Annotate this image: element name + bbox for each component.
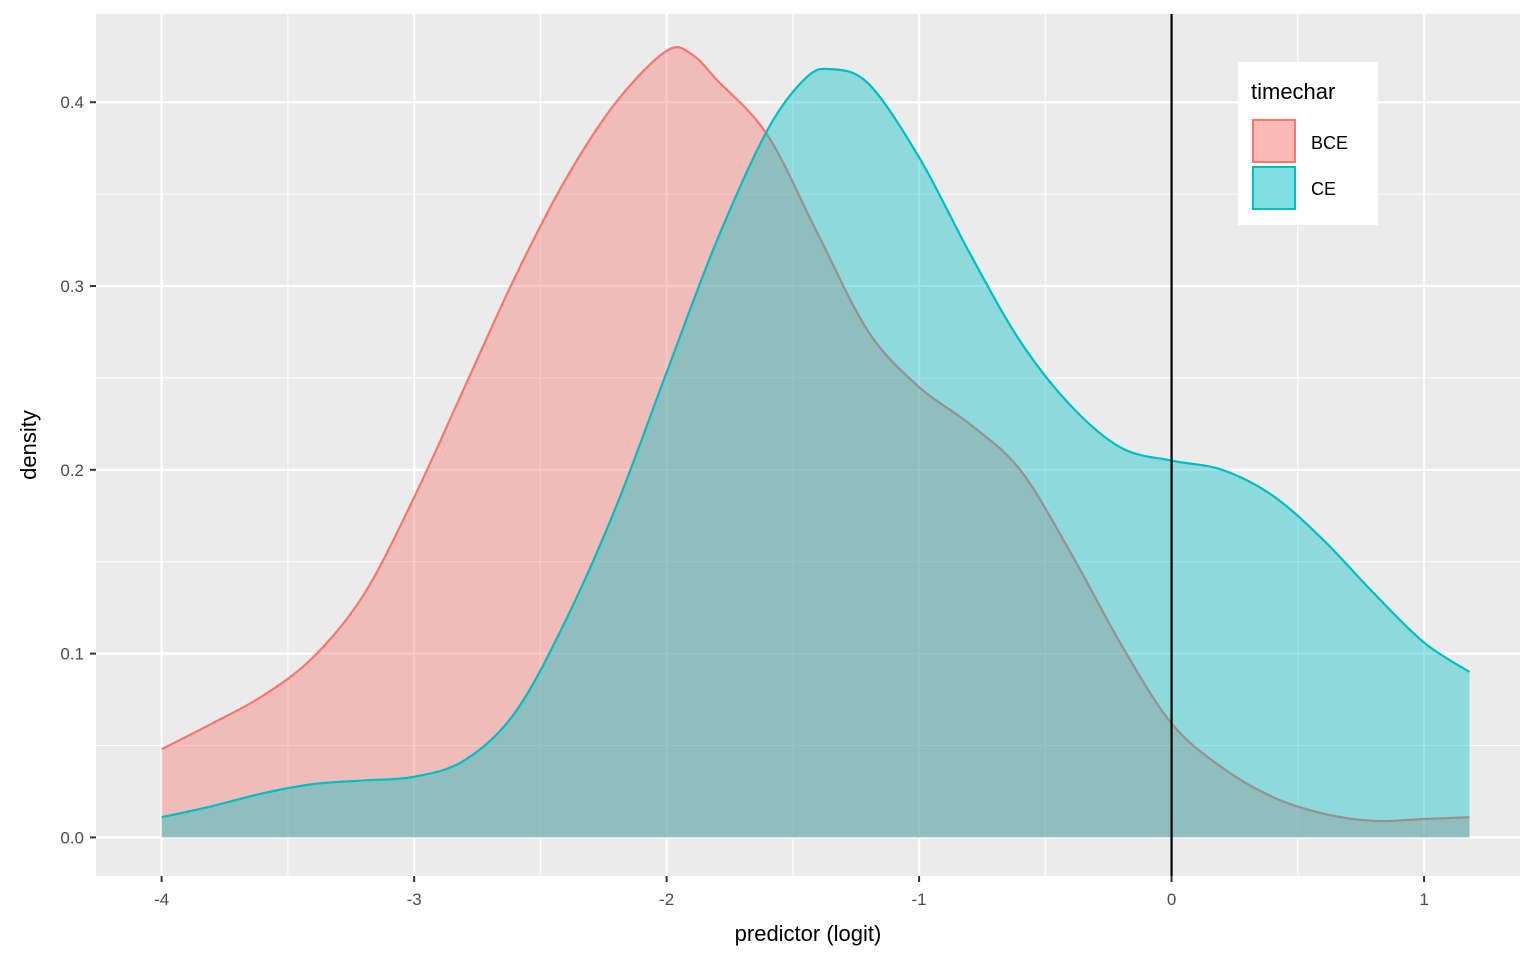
legend: timechar BCE CE <box>1238 62 1378 225</box>
y-axis: 0.0 0.1 0.2 0.3 0.4 <box>60 93 96 847</box>
legend-title: timechar <box>1251 79 1335 104</box>
legend-label-bce: BCE <box>1311 133 1348 153</box>
x-tick-label: -4 <box>154 890 169 909</box>
density-area-bce <box>161 47 1470 838</box>
x-tick-label: -2 <box>659 890 674 909</box>
y-axis-title: density <box>16 410 41 480</box>
y-tick-label: 0.1 <box>60 645 84 664</box>
y-tick-label: 0.2 <box>60 461 84 480</box>
x-tick-label: -3 <box>407 890 422 909</box>
y-tick-label: 0.0 <box>60 828 84 847</box>
density-line-bce <box>161 46 1470 823</box>
legend-key-ce <box>1252 166 1296 210</box>
legend-label-ce: CE <box>1311 179 1336 199</box>
legend-key-bce <box>1252 119 1296 163</box>
density-area-ce <box>161 68 1470 838</box>
x-tick-label: -1 <box>912 890 927 909</box>
x-axis-title: predictor (logit) <box>735 921 882 946</box>
x-tick-label: 1 <box>1419 890 1428 909</box>
density-line-ce <box>161 67 1471 819</box>
y-tick-label: 0.3 <box>60 277 84 296</box>
y-tick-label: 0.4 <box>60 93 84 112</box>
x-axis: -4 -3 -2 -1 0 1 <box>154 876 1429 909</box>
density-areas <box>161 46 1471 838</box>
x-tick-label: 0 <box>1167 890 1176 909</box>
